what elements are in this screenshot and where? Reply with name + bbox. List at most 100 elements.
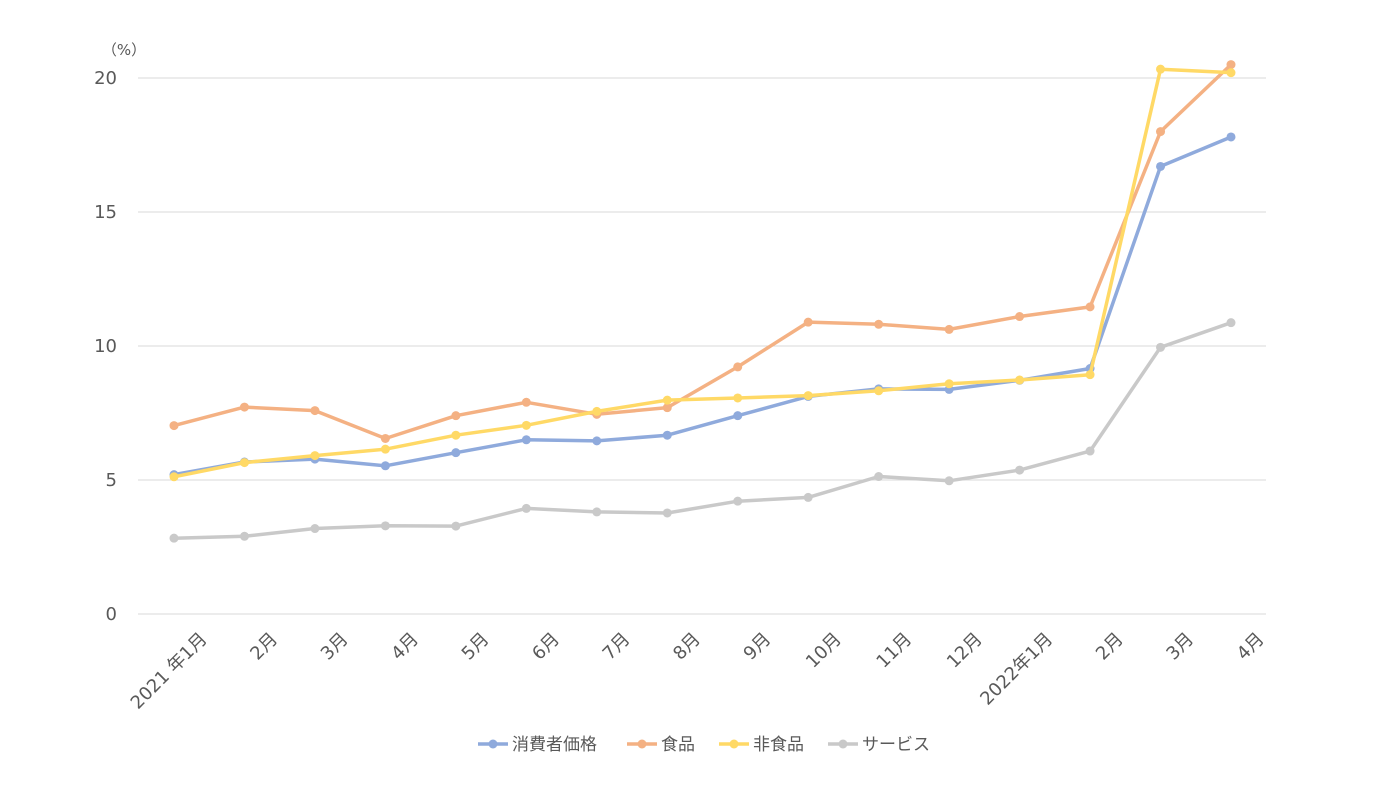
y-tick-label-20: 20 [94,68,117,89]
data-point [803,492,813,502]
data-point [1085,446,1095,456]
data-point [239,531,249,541]
data-point [239,458,249,468]
data-point [239,402,249,412]
data-point [451,448,461,458]
y-tick-label-15: 15 [94,202,117,223]
legend-swatch-marker [729,739,739,749]
data-point [380,461,390,471]
series-group [169,60,1236,543]
x-tick-label: 2月 [246,629,282,665]
legend-label: 非食品 [753,735,804,755]
legend-label: 消費者価格 [512,735,597,755]
data-point [451,430,461,440]
data-point [521,397,531,407]
data-point [1015,375,1025,385]
x-tick-label: 11月 [872,629,916,673]
data-point [310,406,320,416]
data-point [1085,302,1095,312]
x-tick-label: 9月 [740,629,776,665]
data-point [521,420,531,430]
data-point [1156,64,1166,74]
data-point [944,379,954,389]
data-point [169,533,179,543]
legend-item: 食品 [627,735,695,755]
y-tick-label-5: 5 [106,470,117,491]
data-point [380,521,390,531]
legend-item: サービス [828,735,930,755]
data-point [1156,127,1166,137]
data-point [874,319,884,329]
data-point [1226,60,1236,70]
data-point [521,435,531,445]
data-point [733,393,743,403]
data-point [874,472,884,482]
data-point [1156,342,1166,352]
x-tick-label: 10月 [802,629,846,673]
x-axis-ticks: 2021 年1月 2月 3月 4月 5月 6月 7月 8月 9月 10月 11月 12月2022年1月… [127,629,1269,714]
x-tick-label: 5月 [458,629,494,665]
data-point [1015,465,1025,475]
x-tick-label: 2022年1月 [976,629,1057,710]
x-tick-label: 6月 [528,629,564,665]
data-point [592,406,602,416]
legend-swatch-marker [637,739,647,749]
x-tick-label: 3月 [317,629,353,665]
data-point [803,317,813,327]
data-point [944,476,954,486]
legend-swatch-marker [488,739,498,749]
series-0 [169,132,1236,480]
data-point [874,386,884,396]
series-line [172,135,1233,477]
data-point [169,472,179,482]
data-point [380,444,390,454]
legend: 消費者価格 食品 非食品 サービス [478,735,930,755]
data-point [169,421,179,431]
series-line [172,67,1233,479]
data-point [1226,68,1236,78]
data-point [733,496,743,506]
data-point [451,521,461,531]
y-tick-label-10: 10 [94,336,117,357]
series-line [172,62,1233,441]
data-point [662,403,672,413]
data-point [662,508,672,518]
x-tick-label: 12月 [943,629,987,673]
series-3 [169,318,1236,543]
y-tick-label-0: 0 [106,604,117,625]
data-point [380,433,390,443]
legend-swatch-marker [838,739,848,749]
x-tick-label: 3月 [1162,629,1198,665]
data-point [592,436,602,446]
x-tick-label: 4月 [1233,629,1269,665]
data-point [803,391,813,401]
data-point [310,451,320,461]
series-1 [169,60,1236,443]
x-tick-label: 8月 [669,629,705,665]
data-point [944,324,954,334]
x-tick-label: 2021 年1月 [127,629,212,714]
legend-label: サービス [862,735,930,755]
data-point [1226,132,1236,142]
data-point [733,411,743,421]
data-point [662,395,672,405]
x-tick-label: 7月 [599,629,635,665]
data-point [662,430,672,440]
data-point [310,524,320,534]
data-point [1085,370,1095,380]
data-point [592,507,602,517]
data-point [1156,161,1166,171]
data-point [1226,318,1236,328]
legend-label: 食品 [661,735,695,755]
data-point [733,362,743,372]
series-2 [169,64,1236,482]
y-axis-ticks: 0 5 10 15 20 [94,68,117,625]
data-point [521,503,531,513]
series-line [172,320,1233,540]
x-tick-label: 4月 [387,629,423,665]
legend-item: 消費者価格 [478,735,597,755]
data-point [1015,312,1025,322]
data-point [451,411,461,421]
gridlines [138,77,1266,615]
